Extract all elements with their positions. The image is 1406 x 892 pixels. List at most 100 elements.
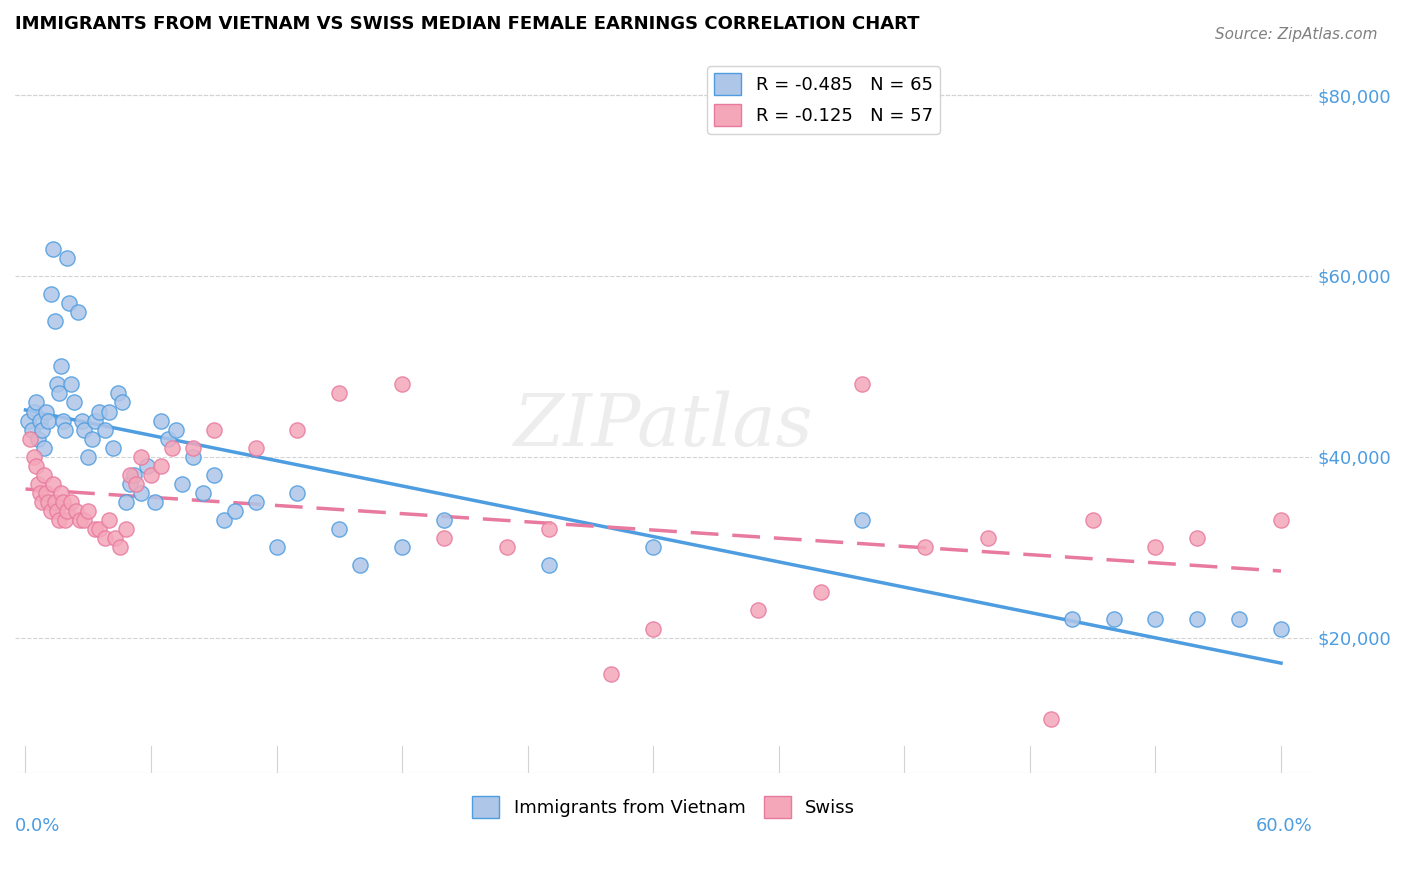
Point xyxy=(495,540,517,554)
Text: IMMIGRANTS FROM VIETNAM VS SWISS MEDIAN FEMALE EARNINGS CORRELATION CHART: IMMIGRANTS FROM VIETNAM VS SWISS MEDIAN … xyxy=(15,15,920,33)
Point xyxy=(65,504,87,518)
Point xyxy=(143,495,166,509)
Point xyxy=(83,522,105,536)
Point xyxy=(135,458,157,473)
Point xyxy=(129,450,152,464)
Point xyxy=(391,540,413,554)
Point xyxy=(37,413,59,427)
Point xyxy=(537,558,560,573)
Point xyxy=(39,287,62,301)
Point xyxy=(52,413,75,427)
Point xyxy=(60,495,83,509)
Point xyxy=(41,242,63,256)
Point xyxy=(35,404,58,418)
Point xyxy=(328,386,350,401)
Point xyxy=(45,504,67,518)
Point xyxy=(643,540,665,554)
Point xyxy=(202,423,225,437)
Point xyxy=(107,386,129,401)
Point xyxy=(1187,612,1209,626)
Point xyxy=(120,476,142,491)
Point xyxy=(25,458,48,473)
Point xyxy=(45,377,67,392)
Point xyxy=(1270,513,1292,527)
Point xyxy=(77,504,100,518)
Point xyxy=(1060,612,1083,626)
Point xyxy=(1144,540,1167,554)
Point xyxy=(139,467,162,482)
Point xyxy=(30,413,52,427)
Point xyxy=(83,413,105,427)
Point xyxy=(111,395,134,409)
Point xyxy=(69,513,91,527)
Point xyxy=(1270,622,1292,636)
Point xyxy=(600,666,623,681)
Point xyxy=(60,377,83,392)
Point xyxy=(49,486,72,500)
Point xyxy=(108,540,131,554)
Point xyxy=(21,423,44,437)
Point xyxy=(181,450,204,464)
Point xyxy=(48,386,70,401)
Point xyxy=(56,251,79,265)
Point xyxy=(31,495,53,509)
Point xyxy=(1081,513,1104,527)
Point xyxy=(94,531,117,545)
Point xyxy=(391,377,413,392)
Point xyxy=(851,377,873,392)
Point xyxy=(124,467,146,482)
Point xyxy=(98,513,121,527)
Point xyxy=(82,432,104,446)
Point xyxy=(98,404,121,418)
Point xyxy=(977,531,1000,545)
Point xyxy=(87,522,110,536)
Point xyxy=(193,486,215,500)
Point xyxy=(25,395,48,409)
Point xyxy=(27,476,49,491)
Point xyxy=(914,540,936,554)
Point xyxy=(129,486,152,500)
Point xyxy=(212,513,235,527)
Legend: Immigrants from Vietnam, Swiss: Immigrants from Vietnam, Swiss xyxy=(465,789,862,826)
Point xyxy=(349,558,371,573)
Point xyxy=(66,305,89,319)
Point xyxy=(37,495,59,509)
Point xyxy=(287,423,309,437)
Point xyxy=(73,423,96,437)
Point xyxy=(1187,531,1209,545)
Point xyxy=(1144,612,1167,626)
Point xyxy=(851,513,873,527)
Point xyxy=(224,504,246,518)
Point xyxy=(77,450,100,464)
Point xyxy=(52,495,75,509)
Point xyxy=(537,522,560,536)
Point xyxy=(41,476,63,491)
Point xyxy=(39,504,62,518)
Point xyxy=(120,467,142,482)
Point xyxy=(115,522,138,536)
Point xyxy=(287,486,309,500)
Point xyxy=(62,395,84,409)
Point xyxy=(181,441,204,455)
Point xyxy=(156,432,179,446)
Point xyxy=(160,441,183,455)
Point xyxy=(34,441,56,455)
Point xyxy=(53,423,76,437)
Point xyxy=(150,413,173,427)
Point xyxy=(125,476,148,491)
Point xyxy=(94,423,117,437)
Point xyxy=(87,404,110,418)
Point xyxy=(150,458,173,473)
Point xyxy=(433,531,456,545)
Point xyxy=(202,467,225,482)
Point xyxy=(433,513,456,527)
Point xyxy=(643,622,665,636)
Point xyxy=(70,413,93,427)
Point xyxy=(31,423,53,437)
Point xyxy=(49,359,72,374)
Point xyxy=(115,495,138,509)
Point xyxy=(104,531,127,545)
Text: Source: ZipAtlas.com: Source: ZipAtlas.com xyxy=(1215,27,1378,42)
Point xyxy=(22,450,45,464)
Point xyxy=(245,441,267,455)
